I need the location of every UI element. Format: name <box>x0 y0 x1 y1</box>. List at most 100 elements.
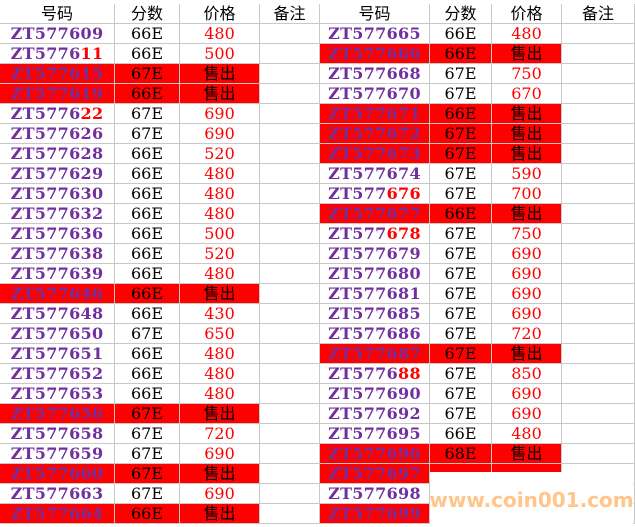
score-cell[interactable]: 66E <box>115 84 180 104</box>
score-cell[interactable]: 67E <box>430 124 492 144</box>
sold-status-cell[interactable]: 售出 <box>492 344 562 364</box>
id-cell[interactable]: ZT577609 <box>0 24 115 44</box>
sold-status-cell[interactable]: 售出 <box>180 64 260 84</box>
note-cell[interactable] <box>260 144 320 164</box>
header-cell[interactable]: 分数 <box>430 4 492 24</box>
score-cell[interactable]: 66E <box>115 364 180 384</box>
id-cell[interactable]: ZT577626 <box>0 124 115 144</box>
price-cell[interactable]: 480 <box>180 264 260 284</box>
id-cell[interactable]: ZT577681 <box>320 284 430 304</box>
score-cell[interactable]: 67E <box>115 444 180 464</box>
score-cell[interactable]: 66E <box>115 284 180 304</box>
price-cell[interactable]: 690 <box>180 104 260 124</box>
price-cell[interactable]: 690 <box>492 284 562 304</box>
price-cell[interactable]: 690 <box>180 484 260 504</box>
id-cell[interactable]: ZT577629 <box>0 164 115 184</box>
id-cell[interactable]: ZT577673 <box>320 144 430 164</box>
id-cell[interactable]: ZT577653 <box>0 384 115 404</box>
note-cell[interactable] <box>562 364 635 384</box>
id-cell[interactable]: ZT577639 <box>0 264 115 284</box>
note-cell[interactable] <box>260 404 320 424</box>
note-cell[interactable] <box>260 464 320 484</box>
id-cell[interactable]: ZT577646 <box>0 284 115 304</box>
id-cell[interactable]: ZT577671 <box>320 104 430 124</box>
score-cell[interactable]: 66E <box>115 384 180 404</box>
note-cell[interactable] <box>562 24 635 44</box>
id-cell[interactable]: ZT577665 <box>320 24 430 44</box>
note-cell[interactable] <box>562 224 635 244</box>
score-cell[interactable]: 66E <box>430 204 492 224</box>
price-cell[interactable]: 520 <box>180 244 260 264</box>
id-cell[interactable]: ZT577650 <box>0 324 115 344</box>
price-cell[interactable]: 690 <box>180 444 260 464</box>
note-cell[interactable] <box>562 84 635 104</box>
id-cell[interactable]: ZT577680 <box>320 264 430 284</box>
score-cell[interactable]: 68E <box>430 444 492 464</box>
price-cell[interactable]: 750 <box>492 64 562 84</box>
price-cell[interactable]: 590 <box>492 164 562 184</box>
score-cell[interactable]: 66E <box>115 504 180 524</box>
score-cell[interactable]: 67E <box>430 284 492 304</box>
score-cell[interactable]: 66E <box>115 44 180 64</box>
price-cell[interactable]: 690 <box>492 244 562 264</box>
note-cell[interactable] <box>260 64 320 84</box>
price-cell[interactable]: 700 <box>492 184 562 204</box>
id-cell[interactable]: ZT577658 <box>0 424 115 444</box>
id-cell[interactable]: ZT577686 <box>320 324 430 344</box>
id-cell[interactable]: ZT577622 <box>0 104 115 124</box>
id-cell[interactable]: ZT577678 <box>320 224 430 244</box>
note-cell[interactable] <box>562 144 635 164</box>
note-cell[interactable] <box>562 404 635 424</box>
note-cell[interactable] <box>562 184 635 204</box>
price-cell[interactable]: 480 <box>492 424 562 444</box>
sold-status-cell[interactable]: 售出 <box>492 44 562 64</box>
header-cell[interactable]: 价格 <box>492 4 562 24</box>
note-cell[interactable] <box>260 24 320 44</box>
price-cell[interactable]: 430 <box>180 304 260 324</box>
id-cell[interactable]: ZT577676 <box>320 184 430 204</box>
note-cell[interactable] <box>562 64 635 84</box>
header-cell[interactable]: 备注 <box>260 4 320 24</box>
note-cell[interactable] <box>260 124 320 144</box>
id-cell[interactable]: ZT577638 <box>0 244 115 264</box>
note-cell[interactable] <box>562 264 635 284</box>
id-cell[interactable]: ZT577697 <box>320 464 430 484</box>
price-cell[interactable]: 650 <box>180 324 260 344</box>
note-cell[interactable] <box>260 384 320 404</box>
score-cell[interactable]: 66E <box>115 224 180 244</box>
price-cell[interactable]: 480 <box>180 364 260 384</box>
note-cell[interactable] <box>562 424 635 444</box>
id-cell[interactable]: ZT577630 <box>0 184 115 204</box>
score-cell[interactable]: 66E <box>115 184 180 204</box>
price-cell[interactable]: 690 <box>492 384 562 404</box>
id-cell[interactable]: ZT577664 <box>0 504 115 524</box>
id-cell[interactable]: ZT577674 <box>320 164 430 184</box>
score-cell[interactable]: 66E <box>430 24 492 44</box>
note-cell[interactable] <box>562 344 635 364</box>
score-cell[interactable]: 66E <box>115 264 180 284</box>
score-cell[interactable]: 67E <box>115 324 180 344</box>
score-cell[interactable]: 66E <box>115 344 180 364</box>
price-cell[interactable]: 520 <box>180 144 260 164</box>
price-cell[interactable]: 690 <box>180 124 260 144</box>
score-cell[interactable]: 67E <box>430 164 492 184</box>
score-cell[interactable]: 67E <box>115 64 180 84</box>
sold-status-cell[interactable]: 售出 <box>492 204 562 224</box>
id-cell[interactable]: ZT577679 <box>320 244 430 264</box>
id-cell[interactable]: ZT577660 <box>0 464 115 484</box>
score-cell[interactable]: 67E <box>430 144 492 164</box>
note-cell[interactable] <box>260 184 320 204</box>
note-cell[interactable] <box>562 244 635 264</box>
id-cell[interactable]: ZT577636 <box>0 224 115 244</box>
sold-status-cell[interactable]: 售出 <box>180 504 260 524</box>
id-cell[interactable]: ZT577619 <box>0 84 115 104</box>
score-cell[interactable]: 66E <box>115 244 180 264</box>
score-cell[interactable]: 67E <box>430 264 492 284</box>
score-cell[interactable]: 67E <box>430 344 492 364</box>
score-cell[interactable]: 67E <box>430 224 492 244</box>
score-cell[interactable]: 67E <box>115 124 180 144</box>
note-cell[interactable] <box>562 124 635 144</box>
score-cell[interactable]: 67E <box>430 64 492 84</box>
header-cell[interactable]: 价格 <box>180 4 260 24</box>
note-cell[interactable] <box>562 444 635 464</box>
